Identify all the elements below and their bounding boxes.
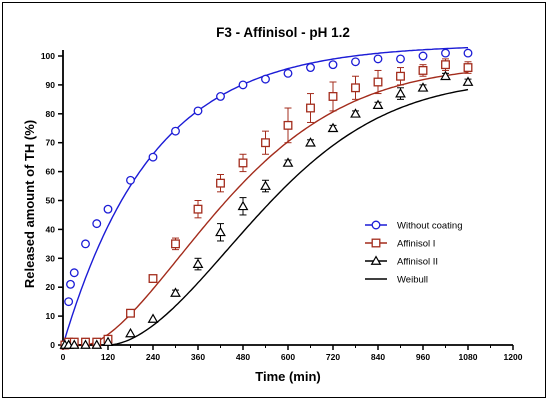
- y-tick-label: 80: [46, 109, 56, 119]
- without-coating-point: [328, 60, 338, 70]
- affinisol-ii-point: [440, 70, 451, 81]
- legend-affinisol-ii-marker: [370, 255, 382, 265]
- affinisol-ii-point: [102, 336, 114, 346]
- affinisol-i-fit-line: [63, 71, 469, 346]
- affinisol-ii-point: [417, 82, 429, 92]
- legend-weibull-label: Weibull: [397, 275, 428, 286]
- affinisol-i-point: [261, 138, 270, 148]
- x-tick-label: 360: [191, 352, 205, 362]
- affinisol-ii-point: [80, 339, 91, 349]
- y-tick-label: 100: [41, 51, 55, 61]
- without-coating-point: [103, 204, 113, 214]
- without-coating-point: [238, 80, 248, 90]
- affinisol-ii-point: [125, 327, 136, 338]
- affinisol-i-point: [306, 103, 315, 113]
- affinisol-ii-point: [192, 258, 204, 268]
- affinisol-ii-point: [170, 287, 181, 297]
- legend-affinisol-ii-label: Affinisol II: [397, 257, 438, 268]
- affinisol-ii-point: [350, 108, 361, 118]
- y-tick-label: 50: [46, 196, 56, 206]
- x-tick-label: 1080: [459, 352, 478, 362]
- affinisol-ii-point: [327, 122, 339, 133]
- without-coating-point: [441, 48, 450, 58]
- affinisol-i-point: [328, 92, 338, 101]
- affinisol-i-point: [441, 60, 450, 70]
- legend-without-coating-marker: [371, 220, 381, 230]
- y-tick-label: 0: [50, 340, 55, 350]
- affinisol-ii-fit-line: [63, 88, 469, 346]
- chart: F3 - Affinisol - pH 1.2 0 120 240 360 480 600…: [22, 25, 523, 384]
- affinisol-i-point: [351, 83, 360, 93]
- without-coating-point: [351, 57, 360, 67]
- legend: Without coating Affinisol I Affinisol II We…: [365, 221, 462, 286]
- legend-affinisol-i-label: Affinisol I: [397, 239, 435, 250]
- without-coating-point: [64, 297, 74, 307]
- x-tick-label: 240: [146, 352, 160, 362]
- without-coating-point: [92, 219, 102, 229]
- affinisol-i-point: [373, 77, 383, 87]
- affinisol-i-point: [283, 120, 293, 130]
- without-coating-point: [193, 106, 203, 116]
- without-coating-point: [171, 126, 180, 136]
- x-tick-label: 480: [236, 352, 250, 362]
- affinisol-ii-point: [395, 87, 406, 98]
- y-tick-label: 90: [46, 80, 56, 90]
- affinisol-i-point: [418, 66, 428, 75]
- without-coating-point: [396, 54, 405, 64]
- affinisol-i-point: [193, 204, 203, 214]
- without-coating-point: [69, 268, 79, 278]
- affinisol-ii-point: [68, 339, 80, 349]
- affinisol-ii-point: [237, 200, 249, 211]
- legend-without-coating-label: Without coating: [397, 221, 462, 232]
- y-tick-label: 20: [46, 282, 56, 292]
- without-coating-point: [261, 74, 270, 84]
- axes: 0 120 240 360 480 600 720 840 960 1080 1200 0 10 20 30…: [41, 50, 523, 362]
- affinisol-i-point: [238, 158, 248, 168]
- affinisol-ii-point: [305, 137, 316, 147]
- y-tick-label: 60: [46, 167, 56, 177]
- without-coating-point: [126, 175, 135, 185]
- chart-frame: F3 - Affinisol - pH 1.2 0 120 240 360 480 600…: [2, 2, 546, 398]
- legend-affinisol-i-marker: [371, 238, 381, 248]
- x-tick-label: 0: [61, 352, 66, 362]
- without-coating-point: [216, 92, 225, 101]
- without-coating-point: [148, 152, 158, 162]
- y-tick-label: 10: [46, 311, 56, 321]
- affinisol-ii-point: [215, 226, 226, 237]
- without-coating-fit-line: [62, 47, 468, 346]
- affinisol-i-point: [126, 308, 135, 318]
- without-coating-point: [463, 48, 473, 58]
- affinisol-i-point: [216, 178, 225, 188]
- x-tick-label: 1200: [504, 352, 523, 362]
- affinisol-ii-point: [462, 76, 474, 86]
- x-axis-title: Time (min): [255, 369, 321, 384]
- affinisol-ii-point: [372, 99, 384, 110]
- without-coating-point: [306, 63, 315, 73]
- y-tick-label: 40: [46, 224, 56, 234]
- x-tick-label: 600: [281, 352, 295, 362]
- affinisol-i-point: [396, 71, 405, 81]
- fit-curves: [62, 47, 469, 346]
- y-tick-label: 30: [46, 253, 56, 263]
- affinisol-i-point: [171, 239, 180, 249]
- without-coating-point: [283, 68, 293, 78]
- x-tick-label: 720: [326, 352, 340, 362]
- without-coating-point: [66, 279, 75, 289]
- x-tick-label: 120: [101, 352, 115, 362]
- y-tick-label: 70: [46, 138, 56, 148]
- y-axis-title: Released amount of TH (%): [22, 120, 37, 288]
- affinisol-ii-point: [282, 157, 294, 167]
- chart-title: F3 - Affinisol - pH 1.2: [216, 25, 350, 40]
- without-coating-point: [418, 51, 428, 61]
- x-tick-label: 840: [371, 352, 385, 362]
- affinisol-i-point: [463, 63, 473, 73]
- data-points: [59, 48, 474, 350]
- without-coating-point: [81, 239, 90, 249]
- affinisol-i-point: [148, 274, 158, 283]
- x-tick-label: 960: [416, 352, 430, 362]
- affinisol-ii-point: [147, 313, 159, 323]
- without-coating-point: [373, 54, 383, 64]
- affinisol-ii-point: [91, 339, 103, 349]
- affinisol-ii-point: [260, 180, 271, 190]
